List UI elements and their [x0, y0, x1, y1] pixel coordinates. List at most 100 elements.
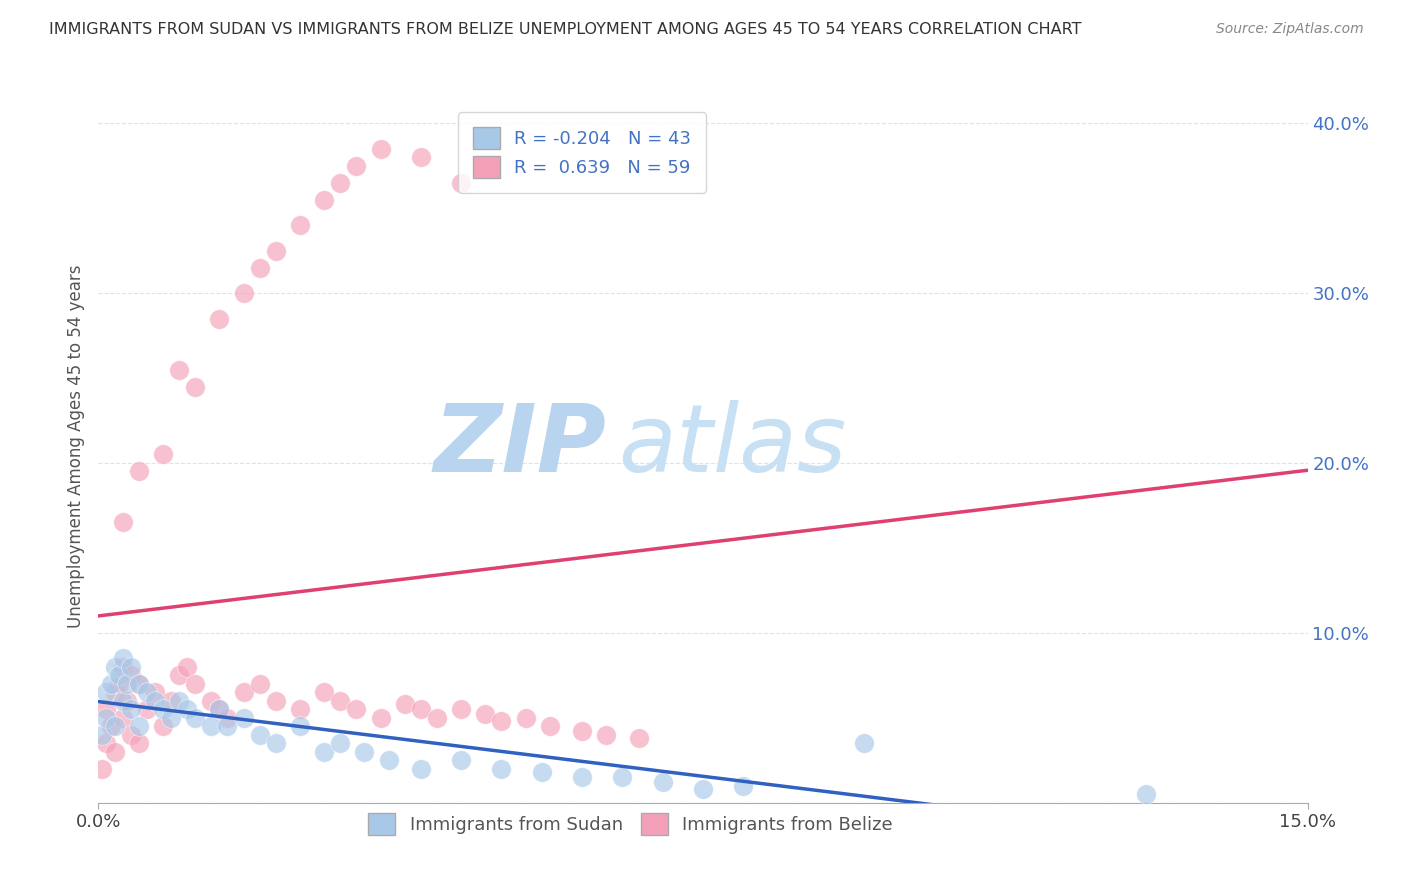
Text: ZIP: ZIP	[433, 400, 606, 492]
Point	[288, 218, 311, 232]
Point	[107, 668, 129, 682]
Point	[314, 745, 336, 759]
Point	[115, 694, 138, 708]
Point	[208, 702, 231, 716]
Point	[120, 660, 142, 674]
Point	[249, 260, 271, 275]
Point	[143, 685, 166, 699]
Legend: Immigrants from Sudan, Immigrants from Belize: Immigrants from Sudan, Immigrants from B…	[359, 804, 901, 844]
Point	[160, 694, 183, 708]
Point	[571, 770, 593, 784]
Point	[538, 719, 561, 733]
Point	[409, 702, 432, 716]
Point	[107, 677, 129, 691]
Point	[344, 702, 367, 716]
Point	[91, 728, 114, 742]
Point	[249, 677, 271, 691]
Point	[96, 685, 118, 699]
Point	[143, 694, 166, 708]
Point	[426, 711, 449, 725]
Point	[232, 685, 254, 699]
Point	[167, 694, 190, 708]
Point	[128, 677, 150, 691]
Point	[135, 702, 157, 716]
Point	[111, 694, 134, 708]
Point	[314, 685, 336, 699]
Point	[530, 765, 553, 780]
Point	[264, 244, 287, 258]
Point	[184, 711, 207, 725]
Point	[200, 694, 222, 708]
Point	[120, 668, 142, 682]
Point	[111, 660, 134, 674]
Point	[128, 736, 150, 750]
Point	[329, 176, 352, 190]
Point	[160, 711, 183, 725]
Point	[853, 736, 876, 750]
Point	[111, 651, 134, 665]
Point	[103, 745, 125, 759]
Point	[409, 150, 432, 164]
Point	[353, 745, 375, 759]
Point	[100, 677, 122, 691]
Point	[217, 711, 239, 725]
Point	[314, 193, 336, 207]
Point	[733, 779, 755, 793]
Text: atlas: atlas	[619, 401, 846, 491]
Point	[208, 311, 231, 326]
Point	[128, 677, 150, 691]
Point	[184, 677, 207, 691]
Point	[176, 702, 198, 716]
Point	[167, 362, 190, 376]
Point	[152, 448, 174, 462]
Point	[627, 731, 650, 746]
Point	[491, 714, 513, 729]
Point	[344, 159, 367, 173]
Point	[184, 379, 207, 393]
Point	[450, 702, 472, 716]
Point	[96, 711, 118, 725]
Point	[91, 762, 114, 776]
Point	[217, 719, 239, 733]
Point	[103, 719, 125, 733]
Point	[120, 728, 142, 742]
Point	[329, 736, 352, 750]
Point	[120, 702, 142, 716]
Text: Source: ZipAtlas.com: Source: ZipAtlas.com	[1216, 22, 1364, 37]
Point	[450, 176, 472, 190]
Point	[491, 762, 513, 776]
Point	[692, 782, 714, 797]
Point	[103, 685, 125, 699]
Point	[152, 719, 174, 733]
Point	[128, 465, 150, 479]
Point	[264, 736, 287, 750]
Point	[377, 753, 399, 767]
Point	[152, 702, 174, 716]
Point	[176, 660, 198, 674]
Point	[329, 694, 352, 708]
Point	[409, 762, 432, 776]
Point	[96, 702, 118, 716]
Point	[135, 685, 157, 699]
Point	[370, 711, 392, 725]
Point	[232, 286, 254, 301]
Point	[515, 711, 537, 725]
Y-axis label: Unemployment Among Ages 45 to 54 years: Unemployment Among Ages 45 to 54 years	[66, 264, 84, 628]
Point	[100, 719, 122, 733]
Point	[450, 753, 472, 767]
Point	[370, 142, 392, 156]
Point	[128, 719, 150, 733]
Point	[612, 770, 634, 784]
Point	[232, 711, 254, 725]
Point	[111, 711, 134, 725]
Point	[115, 677, 138, 691]
Point	[288, 719, 311, 733]
Point	[288, 702, 311, 716]
Point	[394, 698, 416, 712]
Point	[264, 694, 287, 708]
Point	[111, 516, 134, 530]
Point	[103, 660, 125, 674]
Point	[167, 668, 190, 682]
Point	[474, 707, 496, 722]
Point	[1135, 787, 1157, 801]
